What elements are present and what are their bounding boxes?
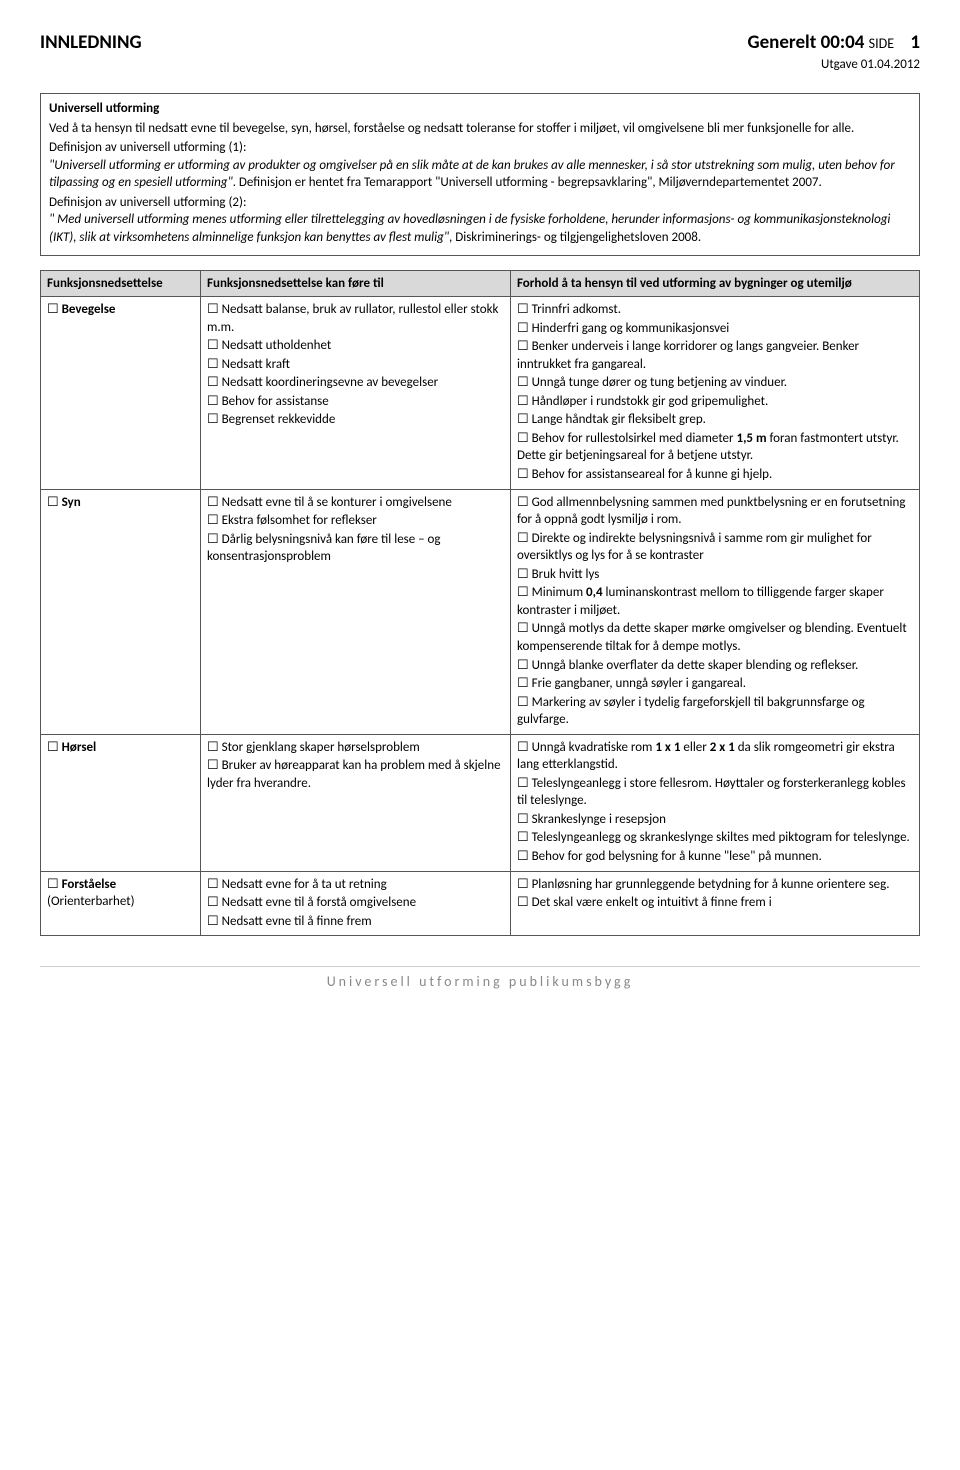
checkbox-item: ☐ Begrenset rekkevidde: [207, 411, 504, 429]
checkbox-item: ☐ Teleslyngeanlegg i store fellesrom. Hø…: [517, 775, 913, 810]
page-footer: Universell utforming publikumsbygg: [40, 966, 920, 992]
checkbox-item: ☐ Nedsatt koordineringsevne av bevegelse…: [207, 374, 504, 392]
checkbox-item: ☐ Det skal være enkelt og intuitivt å fi…: [517, 894, 913, 912]
intro-def2-label: Definisjon av universell utforming (2):: [49, 195, 246, 210]
checkbox-item: ☐ Håndløper i rundstokk gir god gripemul…: [517, 393, 913, 411]
header-right: Generelt 00:04 SIDE 1 Utgave 01.04.2012: [747, 30, 920, 73]
checkbox-item: ☐ Lange håndtak gir fleksibelt grep.: [517, 411, 913, 429]
checkbox-item: ☐ Unngå blanke overflater da dette skape…: [517, 657, 913, 675]
checkbox-item: ☐ Nedsatt evne til å forstå omgivelsene: [207, 894, 504, 912]
table-cell-effects: ☐ Nedsatt evne for å ta ut retning☐ Neds…: [201, 871, 511, 936]
table-cell-considerations: ☐ Planløsning har grunnleggende betydnin…: [511, 871, 920, 936]
intro-box: Universell utforming Ved å ta hensyn til…: [40, 93, 920, 255]
checkbox-item: ☐ Nedsatt evne til å se konturer i omgiv…: [207, 494, 504, 512]
checkbox-item: ☐ Teleslyngeanlegg og skrankeslynge skil…: [517, 829, 913, 847]
checkbox-item: ☐ Behov for assistanseareal for å kunne …: [517, 466, 913, 484]
intro-paragraph-3: Definisjon av universell utforming (2): …: [49, 194, 911, 247]
checkbox-item: ☐ Dårlig belysningsnivå kan føre til les…: [207, 531, 504, 566]
checkbox-item: ☐ Ekstra følsomhet for reflekser: [207, 512, 504, 530]
table-cell-considerations: ☐ Trinnfri adkomst.☐ Hinderfri gang og k…: [511, 297, 920, 489]
checkbox-item: ☐ Nedsatt utholdenhet: [207, 337, 504, 355]
checkbox-item: Hørsel: [47, 739, 96, 757]
checkbox-item: ☐ Markering av søyler i tydelig fargefor…: [517, 694, 913, 729]
header-page-number: 1: [910, 31, 920, 54]
checkbox-item: Forståelse: [47, 876, 116, 894]
header-doc-id: Generelt 00:04 SIDE 1: [747, 30, 920, 56]
table-cell-category: Bevegelse: [41, 297, 201, 489]
table-cell-effects: ☐ Nedsatt balanse, bruk av rullator, rul…: [201, 297, 511, 489]
category-subtitle: (Orienterbarhet): [47, 894, 135, 909]
table-header-col3: Forhold å ta hensyn til ved utforming av…: [511, 270, 920, 297]
table-cell-considerations: ☐ Unngå kvadratiske rom 1 x 1 eller 2 x …: [511, 734, 920, 871]
table-cell-category: Hørsel: [41, 734, 201, 871]
checkbox-item: ☐ Bruk hvitt lys: [517, 566, 913, 584]
checkbox-item: ☐ Hinderfri gang og kommunikasjonsvei: [517, 320, 913, 338]
table-header-row: Funksjonsnedsettelse Funksjonsnedsettels…: [41, 270, 920, 297]
page-header: INNLEDNING Generelt 00:04 SIDE 1 Utgave …: [40, 30, 920, 73]
table-cell-effects: ☐ Stor gjenklang skaper hørselsproblem☐ …: [201, 734, 511, 871]
intro-def1-source: . Definisjon er hentet fra Temarapport "…: [233, 175, 822, 190]
header-side-label: SIDE: [869, 35, 894, 52]
checkbox-item: ☐ Behov for god belysning for å kunne "l…: [517, 848, 913, 866]
checkbox-item: ☐ Nedsatt kraft: [207, 356, 504, 374]
checkbox-item: ☐ Direkte og indirekte belysningsnivå i …: [517, 530, 913, 565]
table-row: Forståelse(Orienterbarhet)☐ Nedsatt evne…: [41, 871, 920, 936]
intro-title: Universell utforming: [49, 100, 911, 118]
intro-paragraph-1: Ved å ta hensyn til nedsatt evne til bev…: [49, 120, 911, 138]
checkbox-item: ☐ Unngå tunge dører og tung betjening av…: [517, 374, 913, 392]
table-row: Syn ☐ Nedsatt evne til å se konturer i om…: [41, 489, 920, 734]
table-row: Bevegelse ☐ Nedsatt balanse, bruk av rull…: [41, 297, 920, 489]
intro-paragraph-2: Definisjon av universell utforming (1): …: [49, 139, 911, 192]
header-section-title: INNLEDNING: [40, 30, 142, 56]
main-table: Funksjonsnedsettelse Funksjonsnedsettels…: [40, 270, 920, 937]
checkbox-item: ☐ Unngå motlys da dette skaper mørke omg…: [517, 620, 913, 655]
checkbox-item: ☐ God allmennbelysning sammen med punktb…: [517, 494, 913, 529]
checkbox-item: ☐ Benker underveis i lange korridorer og…: [517, 338, 913, 373]
checkbox-item: ☐ Planløsning har grunnleggende betydnin…: [517, 876, 913, 894]
checkbox-item: ☐ Behov for assistanse: [207, 393, 504, 411]
checkbox-item: ☐ Behov for rullestolsirkel med diameter…: [517, 430, 913, 465]
table-cell-category: Forståelse(Orienterbarhet): [41, 871, 201, 936]
checkbox-item: ☐ Minimum 0,4 luminanskontrast mellom to…: [517, 584, 913, 619]
checkbox-item: Bevegelse: [47, 301, 115, 319]
checkbox-item: ☐ Frie gangbaner, unngå søyler i gangare…: [517, 675, 913, 693]
header-edition: Utgave 01.04.2012: [747, 56, 920, 74]
checkbox-item: ☐ Trinnfri adkomst.: [517, 301, 913, 319]
intro-def2-source: , Diskriminerings- og tilgjengelighetslo…: [449, 230, 701, 245]
checkbox-item: ☐ Bruker av høreapparat kan ha problem m…: [207, 757, 504, 792]
table-header-col1: Funksjonsnedsettelse: [41, 270, 201, 297]
checkbox-item: ☐ Skrankeslynge i resepsjon: [517, 811, 913, 829]
intro-def1-label: Definisjon av universell utforming (1):: [49, 140, 246, 155]
table-cell-considerations: ☐ God allmennbelysning sammen med punktb…: [511, 489, 920, 734]
table-header-col2: Funksjonsnedsettelse kan føre til: [201, 270, 511, 297]
checkbox-item: ☐ Stor gjenklang skaper hørselsproblem: [207, 739, 504, 757]
checkbox-item: ☐ Nedsatt balanse, bruk av rullator, rul…: [207, 301, 504, 336]
checkbox-item: ☐ Nedsatt evne til å finne frem: [207, 913, 504, 931]
table-cell-effects: ☐ Nedsatt evne til å se konturer i omgiv…: [201, 489, 511, 734]
checkbox-item: ☐ Nedsatt evne for å ta ut retning: [207, 876, 504, 894]
table-cell-category: Syn: [41, 489, 201, 734]
header-doc-title: Generelt 00:04: [747, 31, 864, 54]
table-row: Hørsel ☐ Stor gjenklang skaper hørselspro…: [41, 734, 920, 871]
checkbox-item: Syn: [47, 494, 81, 512]
checkbox-item: ☐ Unngå kvadratiske rom 1 x 1 eller 2 x …: [517, 739, 913, 774]
